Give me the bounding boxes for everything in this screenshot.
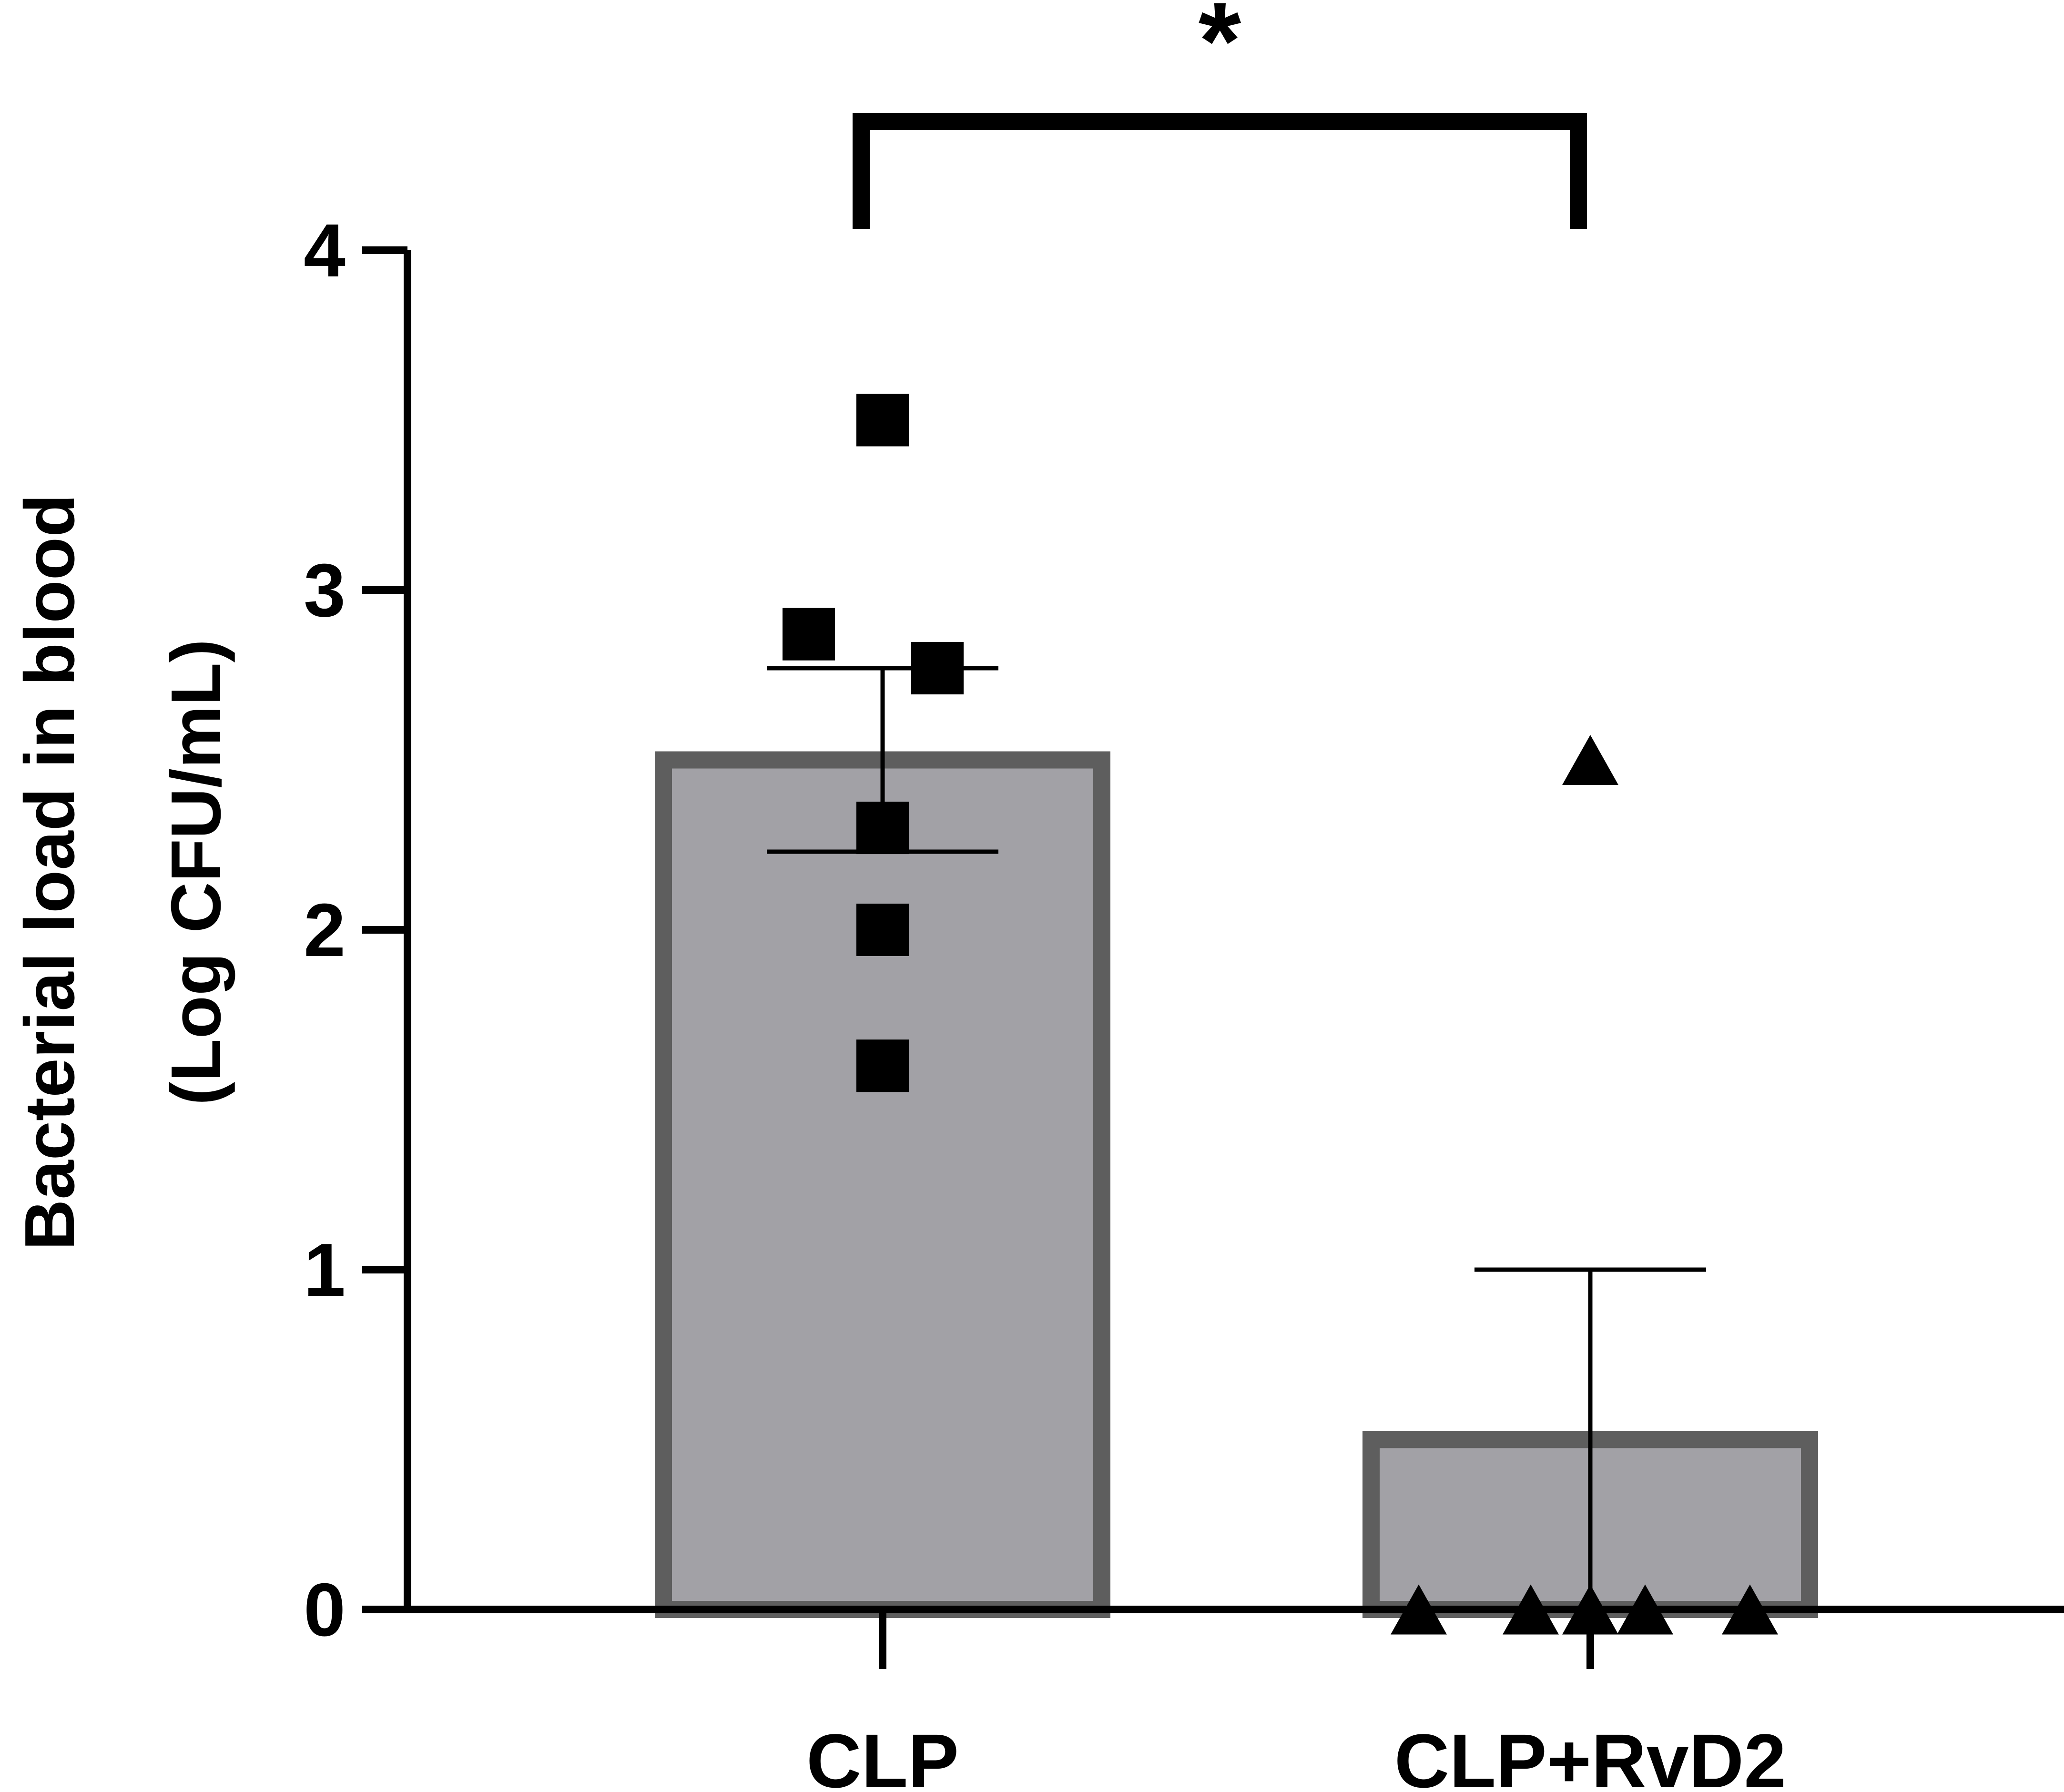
data-point-triangle [1503, 1584, 1559, 1635]
data-point-square [856, 394, 909, 447]
y-axis-label-line2: (Log CFU/mL) [157, 639, 235, 1105]
significance-asterisk: * [1199, 0, 1241, 102]
data-point-square [856, 1039, 909, 1092]
data-point-triangle [1722, 1584, 1778, 1635]
data-point-triangle [1617, 1584, 1673, 1635]
data-point-square [911, 641, 964, 694]
significance-annotation: * [853, 0, 1587, 229]
significance-bracket [853, 113, 1587, 229]
y-tick-label: 2 [304, 888, 346, 972]
y-tick-label: 4 [304, 209, 346, 293]
y-tick-label: 1 [304, 1228, 346, 1312]
y-tick-label: 0 [304, 1568, 346, 1652]
data-point-triangle [1562, 735, 1618, 785]
bar-clp [655, 751, 1110, 1618]
y-axis-ticks: 0 1 2 3 4 [304, 209, 407, 1652]
y-tick-label: 3 [304, 549, 346, 632]
data-point-square [856, 904, 909, 956]
x-axis-ticks: CLP CLP+RvD2 [806, 1609, 1786, 1792]
data-point-triangle [1391, 1584, 1447, 1635]
y-axis-label-line1: Bacterial load in blood [10, 494, 89, 1250]
data-point-square [856, 802, 909, 855]
data-point-square [783, 608, 835, 661]
x-tick-label: CLP+RvD2 [1394, 1718, 1787, 1792]
plot-area [404, 250, 2064, 1635]
x-tick-label: CLP [806, 1718, 959, 1792]
